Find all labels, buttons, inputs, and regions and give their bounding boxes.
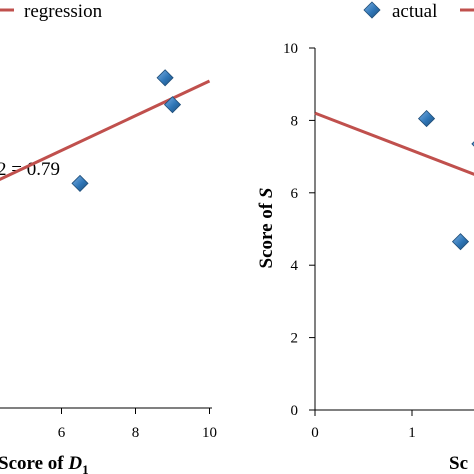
right-legend-actual-marker [363,1,381,19]
left-data-point-1 [156,69,174,87]
right-x-tick-label-0: 0 [311,425,319,441]
right-y-axis-title: Score of S [256,188,277,269]
left-legend-regression-label: regression [24,1,103,22]
right-x-axis-title: Sc [449,453,468,474]
left-x-axis-title-variable: D [67,453,82,474]
right-data-point-0 [417,110,436,128]
left-x-axis-title-subscript: 1 [82,462,89,474]
left-x-axis-title: Score of D1 [0,453,89,474]
right-legend: actual [363,1,474,22]
right-y-tick-label-0: 0 [291,403,299,419]
left-plot-area [0,69,212,414]
left-data-point-2 [163,96,182,114]
right-y-tick-label-8: 8 [291,113,299,129]
left-x-tick-labels: 6 8 10 [58,425,217,441]
right-x-tick-label-1: 1 [408,425,416,441]
left-x-tick-label-8: 8 [132,425,140,441]
left-x-tick-label-6: 6 [58,425,66,441]
right-y-tick-labels: 0 2 4 6 8 10 [283,41,299,419]
left-x-tick-label-10: 10 [202,425,217,441]
right-data-point-1 [451,233,470,251]
right-legend-actual-label: actual [392,1,437,22]
right-y-tick-label-4: 4 [291,258,299,274]
right-y-tick-label-6: 6 [291,186,299,202]
left-data-point-0 [71,174,89,192]
left-r-squared-annotation: 2 = 0.79 [0,159,60,180]
left-x-axis-title-text: Score of [0,453,68,474]
left-panel: regression 2 = 0.79 6 8 10 Score of D1 [0,1,217,474]
left-legend: regression [0,1,103,22]
right-y-axis-title-prefix: Score of [256,198,277,268]
right-regression-line [314,111,474,176]
right-y-axis-title-variable: S [256,188,277,199]
right-plot-area [309,47,474,416]
right-y-tick-label-10: 10 [283,41,298,57]
right-data-point-2 [471,141,474,147]
right-y-tick-label-2: 2 [291,331,299,347]
